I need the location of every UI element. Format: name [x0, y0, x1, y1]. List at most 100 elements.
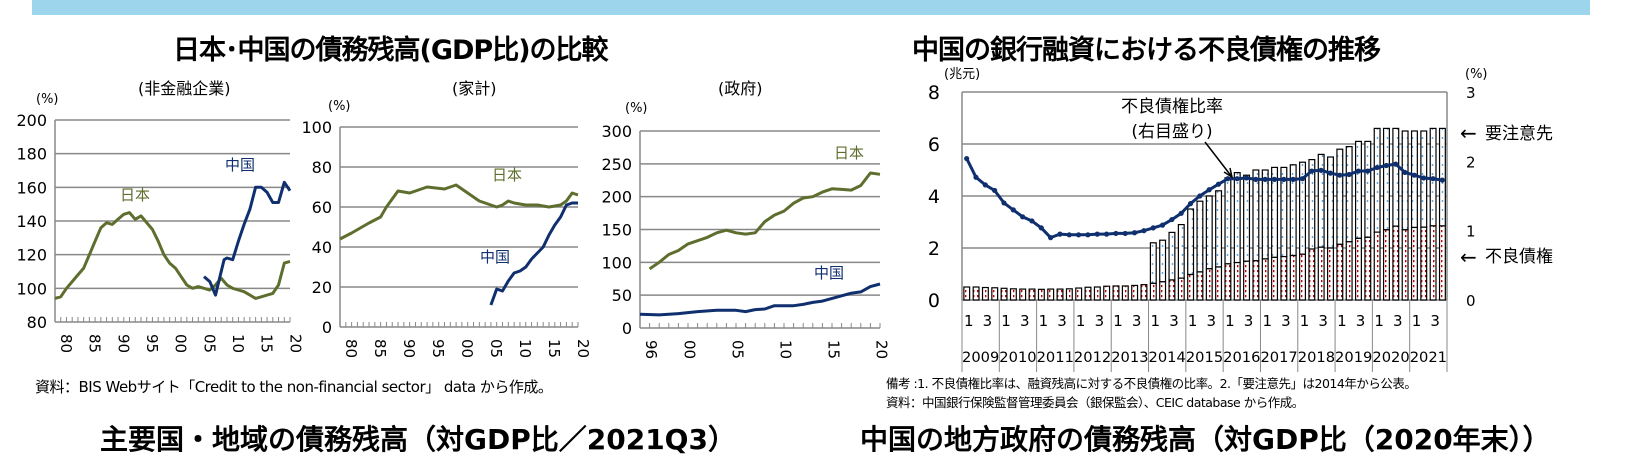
- bar-npl: [1159, 281, 1167, 301]
- bar-npl: [1382, 229, 1390, 301]
- bar-special-mention: [1345, 146, 1353, 243]
- quarter-label: 1: [1039, 312, 1049, 330]
- bar-npl: [1429, 225, 1437, 301]
- year-label: 2021: [1410, 350, 1447, 366]
- quarter-label: 1: [1188, 312, 1198, 330]
- y-tick-label: 80: [312, 158, 332, 177]
- chart-subtitle: (家計): [452, 79, 497, 98]
- npl-ratio-point: [1243, 175, 1250, 181]
- bar-npl: [1177, 277, 1185, 301]
- annotation-arrow: [1204, 141, 1233, 178]
- quarter-label: 3: [1057, 312, 1067, 330]
- series-label: 日本: [834, 144, 864, 162]
- y-tick-label: 80: [27, 313, 47, 332]
- bar-npl: [1401, 229, 1409, 301]
- bar-npl: [1215, 266, 1223, 301]
- npl-ratio-point: [992, 187, 998, 194]
- quarter-label: 1: [1412, 312, 1422, 330]
- y-tick-label: 0: [622, 319, 632, 338]
- x-tick-label: 95: [143, 334, 161, 353]
- bar-npl: [1205, 268, 1213, 301]
- npl-ratio-point: [1271, 176, 1278, 182]
- npl-ratio-point: [1122, 230, 1128, 237]
- bar-npl: [1438, 225, 1446, 301]
- bar-npl: [1084, 286, 1092, 301]
- npl-ratio-point: [1309, 168, 1315, 174]
- npl-ratio-point: [1206, 187, 1212, 193]
- y-tick-label: 250: [601, 155, 632, 174]
- quarter-label: 1: [964, 312, 974, 330]
- bar-special-mention: [1187, 208, 1195, 276]
- year-label: 2010: [999, 350, 1036, 366]
- x-tick-label: 05: [200, 334, 218, 353]
- quarter-label: 3: [1169, 312, 1179, 330]
- bar-npl: [1299, 253, 1307, 301]
- y-tick-label: 60: [312, 198, 332, 217]
- quarter-label: 1: [1337, 312, 1347, 330]
- bar-npl: [1327, 247, 1334, 301]
- bar-special-mention: [1261, 169, 1269, 260]
- y-tick-label: 0: [322, 318, 332, 337]
- x-tick-label: 85: [371, 339, 389, 358]
- bar-npl: [1112, 285, 1120, 301]
- bar-special-mention: [1196, 200, 1204, 273]
- npl-ratio-point: [1262, 176, 1268, 182]
- bar-special-mention: [1205, 195, 1213, 270]
- bar-npl: [1364, 236, 1372, 301]
- npl-ratio-point: [1131, 230, 1138, 236]
- npl-ratio-point: [1234, 176, 1240, 182]
- x-tick-label: 15: [545, 339, 563, 358]
- npl-ratio-point: [1215, 181, 1222, 187]
- y-axis-unit: (%): [625, 101, 648, 116]
- year-label: 2018: [1298, 350, 1335, 366]
- x-tick-label: 20: [286, 334, 304, 353]
- x-tick-label: 15: [824, 340, 842, 359]
- bar-npl: [1308, 248, 1316, 301]
- bar-npl: [972, 286, 980, 301]
- chart-subtitle: (政府): [718, 79, 763, 98]
- npl-ratio-point: [1141, 228, 1147, 234]
- npl-ratio-point: [1103, 231, 1110, 237]
- year-label: 2014: [1149, 350, 1186, 366]
- annotation-arrowhead: [1223, 167, 1234, 179]
- npl-ratio-point: [1010, 207, 1016, 213]
- year-label: 2013: [1111, 350, 1148, 366]
- y-tick-label: 140: [16, 212, 47, 231]
- annotation-npl-ratio: 不良債権比率: [1121, 97, 1223, 117]
- x-tick-label: 20: [872, 340, 890, 359]
- x-tick-label: 10: [776, 340, 794, 359]
- series-label: 中国: [480, 248, 510, 266]
- bar-npl: [1252, 260, 1260, 301]
- right-title: 中国の銀行融資における不良債権の推移: [912, 35, 1381, 66]
- right-note-1: 備考 :1. 不良債権比率は、融資残高に対する不良債権の比率。2.「要注意先」は…: [886, 376, 1417, 391]
- bar-special-mention: [1233, 172, 1241, 264]
- bar-npl: [1243, 260, 1251, 301]
- bar-npl: [1354, 237, 1362, 301]
- x-tick-label: 80: [342, 339, 360, 358]
- side-label-npl: 不良債権: [1485, 247, 1553, 267]
- year-label: 2011: [1037, 350, 1074, 366]
- quarter-label: 3: [1393, 312, 1403, 330]
- year-label: 2015: [1186, 350, 1223, 366]
- y-tick-label: 50: [612, 286, 632, 305]
- left-title: 日本･中国の債務残高(GDP比)の比較: [173, 35, 609, 66]
- y-tick-label: 200: [16, 111, 47, 130]
- quarter-label: 1: [1300, 312, 1310, 330]
- quarter-label: 3: [1095, 312, 1105, 330]
- bar-npl: [1075, 287, 1083, 301]
- bar-npl: [1420, 226, 1428, 301]
- quarter-label: 1: [1151, 312, 1161, 330]
- bar-special-mention: [1354, 140, 1362, 239]
- y-tick-label: 100: [601, 253, 632, 272]
- npl-ratio-point: [1290, 176, 1296, 182]
- year-label: 2016: [1223, 350, 1260, 366]
- bar-npl: [1121, 285, 1129, 301]
- bar-special-mention: [1401, 130, 1409, 231]
- series-line-china: [203, 180, 292, 297]
- series-line-china: [639, 282, 881, 317]
- x-tick-label: 95: [429, 339, 447, 358]
- next-section-title-left: 主要国・地域の債務残高（対GDP比／2021Q3）: [100, 423, 736, 456]
- quarter-label: 1: [1262, 312, 1272, 330]
- npl-ratio-point: [1402, 169, 1408, 176]
- quarter-label: 3: [1318, 312, 1328, 330]
